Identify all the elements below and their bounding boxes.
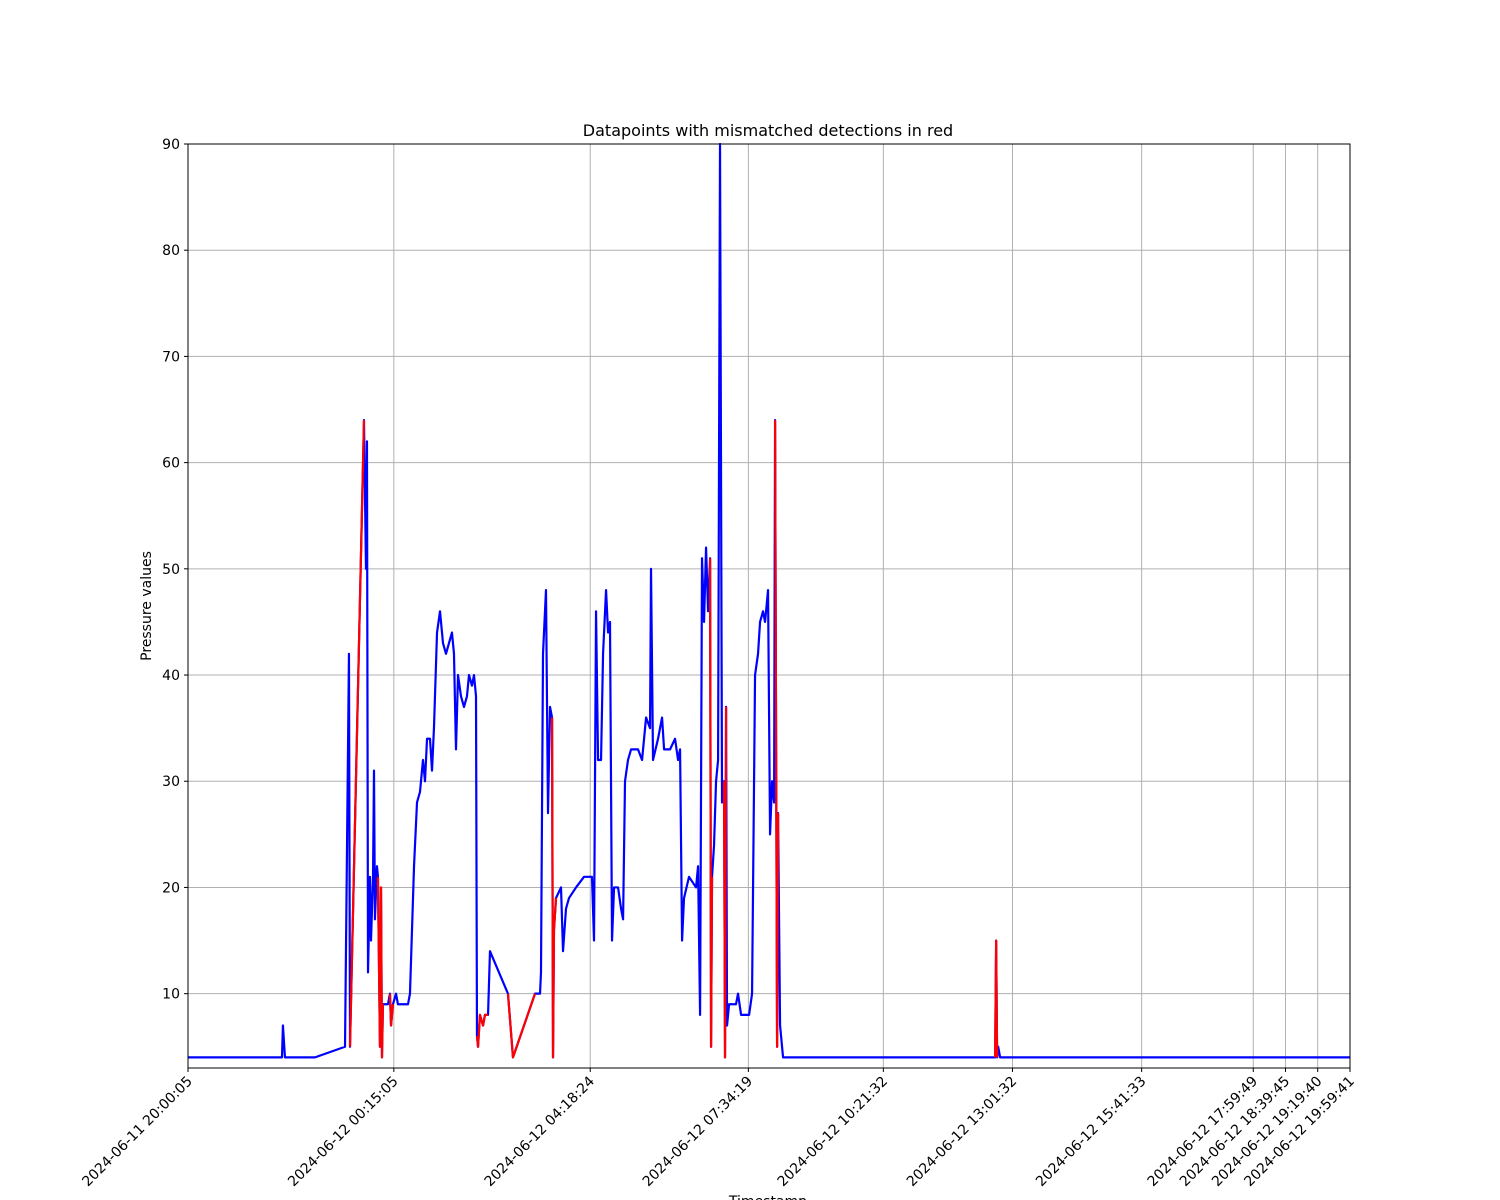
data-line	[348, 420, 999, 1059]
plot-frame	[187, 143, 1351, 1069]
y-tick-label: 60	[162, 456, 180, 472]
x-tick-label: 2024-06-12 15:41:33	[1033, 1074, 1149, 1190]
y-tick-label: 20	[162, 880, 180, 896]
y-tick-label: 30	[162, 774, 180, 790]
data-line	[188, 143, 1350, 1059]
y-tick-label: 70	[162, 349, 180, 365]
x-tick-label: 2024-06-12 04:18:24	[482, 1073, 599, 1190]
x-axis-label: Timestamp	[728, 1194, 807, 1200]
y-tick-label: 40	[162, 668, 180, 684]
chart-title: Datapoints with mismatched detections in…	[583, 121, 953, 140]
y-tick-label: 90	[162, 137, 180, 153]
y-tick-label: 10	[162, 987, 180, 1003]
x-tick-label: 2024-06-12 00:15:05	[285, 1074, 401, 1190]
x-tick-label: 2024-06-12 07:34:19	[640, 1074, 756, 1190]
y-axis-label: Pressure values	[139, 551, 155, 661]
x-tick-label: 2024-06-11 20:00:05	[79, 1074, 195, 1190]
y-tick-label: 80	[162, 243, 180, 259]
y-tick-label: 50	[162, 562, 180, 578]
x-tick-label: 2024-06-12 10:21:32	[775, 1074, 891, 1190]
x-tick-label: 2024-06-12 13:01:32	[904, 1074, 1020, 1190]
